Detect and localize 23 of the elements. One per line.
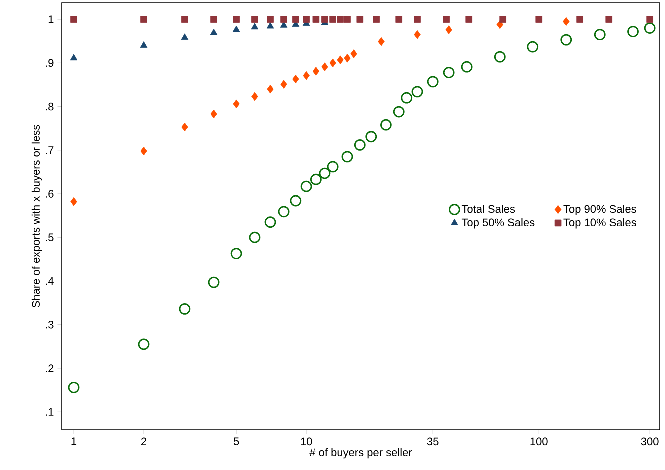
y-tick-label: .8 xyxy=(46,102,54,111)
legend-label: Total Sales xyxy=(462,205,516,214)
x-tick-label: 1 xyxy=(72,438,77,446)
x-tick-label: 10 xyxy=(301,438,312,446)
x-tick-label: 2 xyxy=(141,438,147,446)
y-tick-label: .5 xyxy=(46,234,54,242)
y-tick-label: .2 xyxy=(46,364,54,372)
legend-label: Top 50% Sales xyxy=(462,218,535,229)
legend-label: Top 10% Sales xyxy=(564,218,636,229)
y-tick-label: 1 xyxy=(48,16,54,24)
x-tick-label: 100 xyxy=(530,438,548,446)
y-tick-label: .9 xyxy=(46,59,54,68)
y-tick-label: .6 xyxy=(46,190,54,198)
x-tick-label: 5 xyxy=(234,438,240,446)
y-tick-label: .1 xyxy=(46,408,54,416)
y-axis-title: Share of exports with x buyers or less xyxy=(32,125,42,308)
y-tick-label: .7 xyxy=(46,146,54,154)
y-tick-label: .4 xyxy=(46,277,54,286)
y-tick-label: .3 xyxy=(46,320,54,329)
legend-label: Top 90% Sales xyxy=(564,205,636,216)
x-tick-label: 35 xyxy=(427,438,439,446)
x-tick-label: 300 xyxy=(641,438,659,446)
x-axis-title: # of buyers per seller xyxy=(310,448,412,459)
